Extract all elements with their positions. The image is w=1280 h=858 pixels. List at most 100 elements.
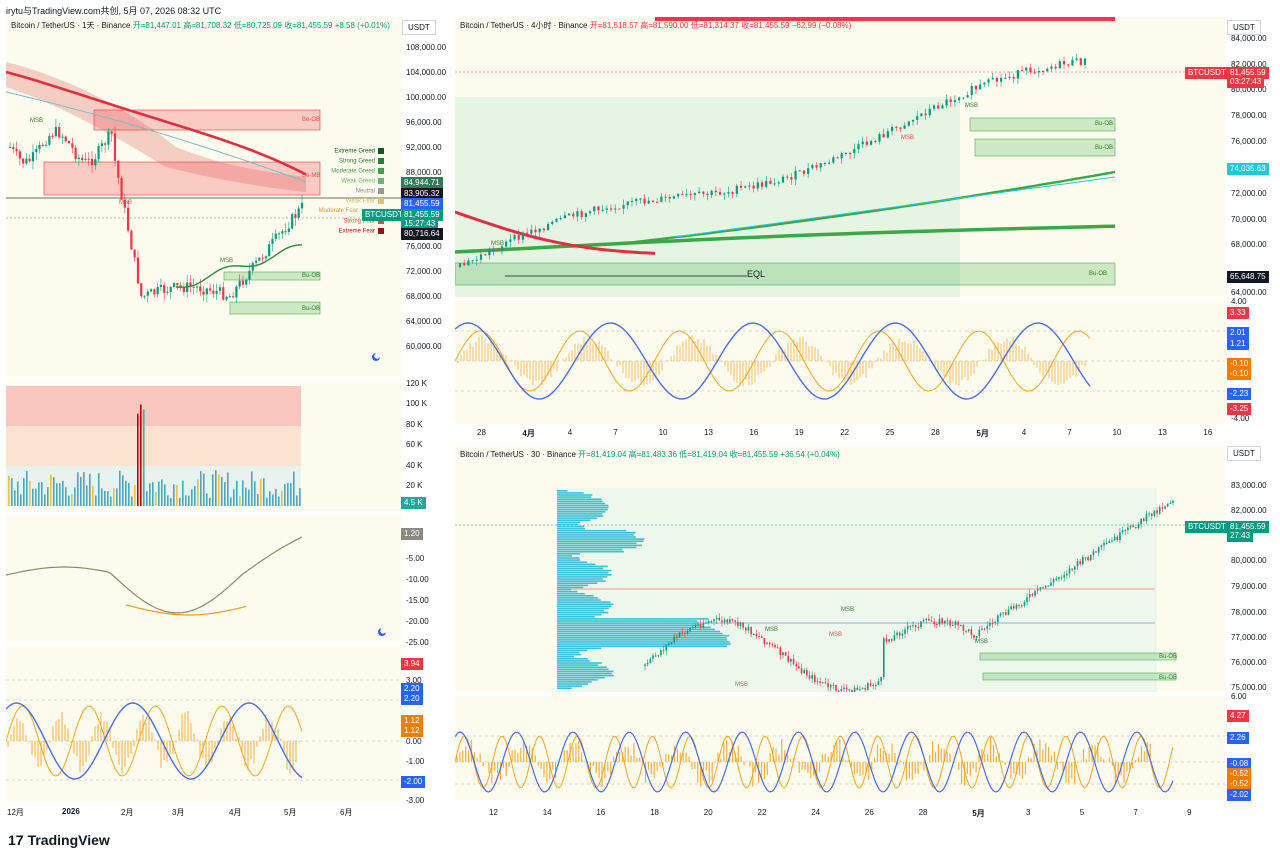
rb-osc-plot[interactable] (455, 696, 1225, 800)
rt-msb-3: MSB (491, 241, 505, 247)
rt-candle (538, 228, 541, 233)
vol-bar (74, 487, 76, 506)
rt-osc-plot[interactable] (455, 301, 1225, 424)
volume-profile-bar (557, 668, 609, 671)
rb-candle (803, 670, 805, 674)
rt-candle (932, 105, 936, 109)
left-unit-button[interactable]: USDT (402, 20, 436, 35)
volume-profile-bar (557, 565, 608, 568)
rb-candle (1052, 579, 1055, 583)
rt-price-pane[interactable]: Bitcoin / TetherUS · 4小时 · Binance 开=81,… (455, 17, 1225, 297)
rt-candle (819, 163, 822, 168)
rt-candle (513, 234, 516, 240)
rt-candle (760, 182, 764, 187)
fg-weak-greed: Weak Greed (341, 178, 384, 185)
left-volume-pane[interactable] (6, 381, 402, 511)
rb-candle (1143, 518, 1145, 522)
rb-y-1: 83,000.00 (1231, 481, 1267, 490)
rb-unit-button[interactable]: USDT (1227, 446, 1261, 461)
osc2-tag-c: 2.20 (401, 693, 423, 705)
left-osc-pane[interactable] (6, 515, 402, 642)
rb-candle (922, 620, 925, 622)
vol-bar (110, 496, 112, 506)
vol-bar (251, 471, 253, 506)
osc2-y-4: -1.00 (406, 757, 425, 766)
rt-y-2: 82,000.00 (1231, 60, 1267, 69)
volume-profile-bar (557, 580, 606, 582)
rb-candle (1113, 536, 1116, 541)
vol-bar (146, 491, 148, 506)
rb-candle (686, 630, 689, 634)
rt-unit-button[interactable]: USDT (1227, 20, 1261, 35)
rb-candle (864, 688, 867, 690)
left-candle (67, 140, 71, 144)
volume-profile-bar (557, 683, 589, 685)
left-candle (41, 144, 44, 146)
left-osc2-plot[interactable] (6, 646, 402, 802)
rt-osc-pane[interactable] (455, 301, 1225, 424)
vol-bar (152, 482, 154, 506)
left-candle (153, 289, 156, 295)
ma-red (6, 70, 307, 176)
tradingview-brand[interactable]: 17 TradingView (8, 832, 110, 848)
fg-extreme-greed: Extreme Greed (334, 148, 384, 155)
left-candle (166, 291, 169, 293)
rb-price-pane[interactable]: Bitcoin / TetherUS · 30 · Binance 开=81,4… (455, 446, 1225, 692)
rb-candle (1081, 557, 1084, 565)
rt-osc-y-5: -4.00 (1231, 414, 1250, 423)
rt-candle (723, 193, 726, 195)
rb-candle (824, 682, 827, 684)
rb-candle (893, 635, 896, 641)
rb-candle (1055, 578, 1058, 580)
volume-profile-bar (557, 511, 606, 513)
left-candle (71, 143, 74, 148)
left-volume-plot[interactable] (6, 381, 402, 511)
rb-candle (1156, 510, 1158, 514)
be-mb-label: Be-MB (302, 173, 321, 179)
rb-candle (715, 617, 718, 620)
rt-candle (622, 205, 625, 209)
left-osc-plot[interactable] (6, 515, 402, 642)
rb-candle (784, 652, 787, 656)
volume-profile-bar (557, 645, 728, 647)
rb-candle (1103, 543, 1105, 546)
vol-bar (23, 478, 25, 506)
moon-icon (372, 353, 380, 361)
left-price-pane[interactable]: Bitcoin / TetherUS · 1天 · Binance 开=81,4… (6, 17, 402, 377)
rb-candle (1089, 554, 1092, 561)
rb-osc-pane[interactable] (455, 696, 1225, 800)
rb-candle (1015, 604, 1018, 609)
left-candle (51, 135, 54, 137)
rb-msb-3: MSB (735, 682, 749, 688)
rt-price-plot[interactable] (455, 17, 1225, 297)
rtx-label: 4 (1021, 428, 1027, 437)
volume-profile-bar (557, 540, 644, 542)
rb-price-plot[interactable] (455, 446, 1225, 692)
vol-bar (260, 478, 262, 506)
volume-profile-bar (557, 498, 602, 500)
left-y-11: 60,000.00 (406, 342, 442, 351)
volume-profile-bar (557, 651, 580, 654)
rt-candle (639, 198, 642, 200)
left-candle (232, 296, 235, 298)
rb-candle (787, 655, 790, 662)
volume-profile-bar (557, 542, 637, 545)
vol-bar (107, 491, 109, 506)
left-candle (258, 257, 261, 261)
rt-y-10: 64,000.00 (1231, 288, 1267, 297)
rt-candle (836, 157, 839, 159)
rb-candle (861, 688, 864, 690)
left-osc2-pane[interactable] (6, 646, 402, 802)
volume-profile-bar (557, 674, 614, 677)
vol-bar (113, 488, 115, 506)
vol-bar (86, 485, 88, 506)
rb-candle (1013, 606, 1015, 609)
rb-candle (970, 629, 973, 636)
rb-candle (1153, 510, 1156, 517)
volume-profile-bar (557, 613, 602, 616)
volume-profile-bar (557, 490, 568, 492)
left-price-plot[interactable] (6, 17, 402, 377)
rb-candle (747, 627, 750, 631)
bu-ob-label-1: Bu-OB (302, 273, 321, 279)
rb-candle (888, 639, 890, 642)
